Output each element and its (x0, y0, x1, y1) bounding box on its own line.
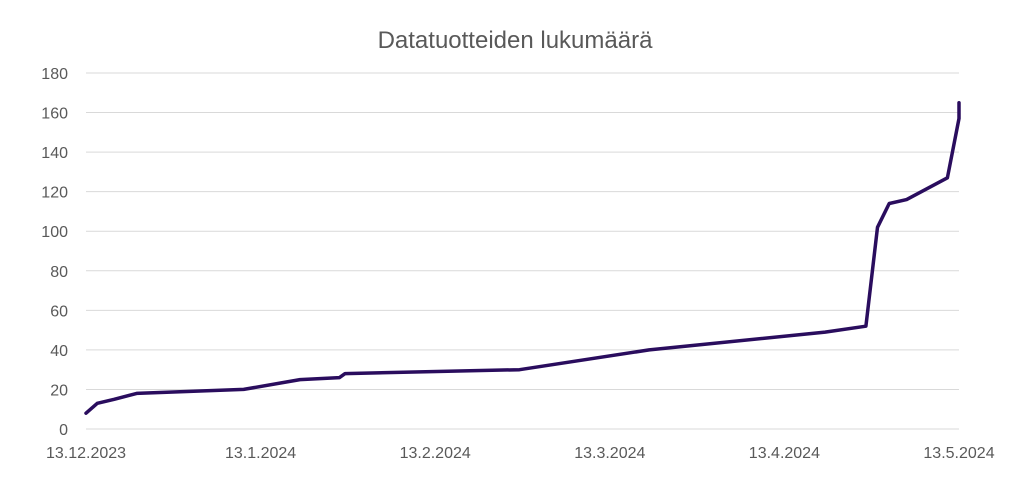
gridlines (86, 72, 959, 430)
y-tick-label: 100 (41, 224, 68, 241)
chart-title: Datatuotteiden lukumäärä (378, 27, 653, 54)
series-line (84, 100, 961, 415)
x-axis-tick-labels: 13.12.2023 13.1.2024 13.2.2024 13.3.2024 13.… (46, 445, 995, 462)
y-tick-label: 80 (50, 264, 68, 281)
series-layer (84, 100, 961, 415)
x-tick-label: 13.1.2024 (225, 445, 296, 462)
y-tick-label: 180 (41, 66, 68, 83)
y-tick-label: 20 (50, 382, 68, 399)
y-tick-label: 160 (41, 106, 68, 123)
x-tick-label: 13.4.2024 (749, 445, 820, 462)
x-tick-label: 13.2.2024 (400, 445, 471, 462)
y-tick-label: 140 (41, 145, 68, 162)
x-tick-label: 13.3.2024 (574, 445, 645, 462)
y-tick-label: 60 (50, 303, 68, 320)
y-tick-label: 120 (41, 185, 68, 202)
x-tick-label: 13.5.2024 (923, 445, 994, 462)
y-axis-tick-labels: 0 20 40 60 80 100 120 140 160 180 (41, 66, 68, 439)
y-tick-label: 0 (59, 422, 68, 439)
y-tick-label: 40 (50, 343, 68, 360)
x-tick-label: 13.12.2023 (46, 445, 126, 462)
